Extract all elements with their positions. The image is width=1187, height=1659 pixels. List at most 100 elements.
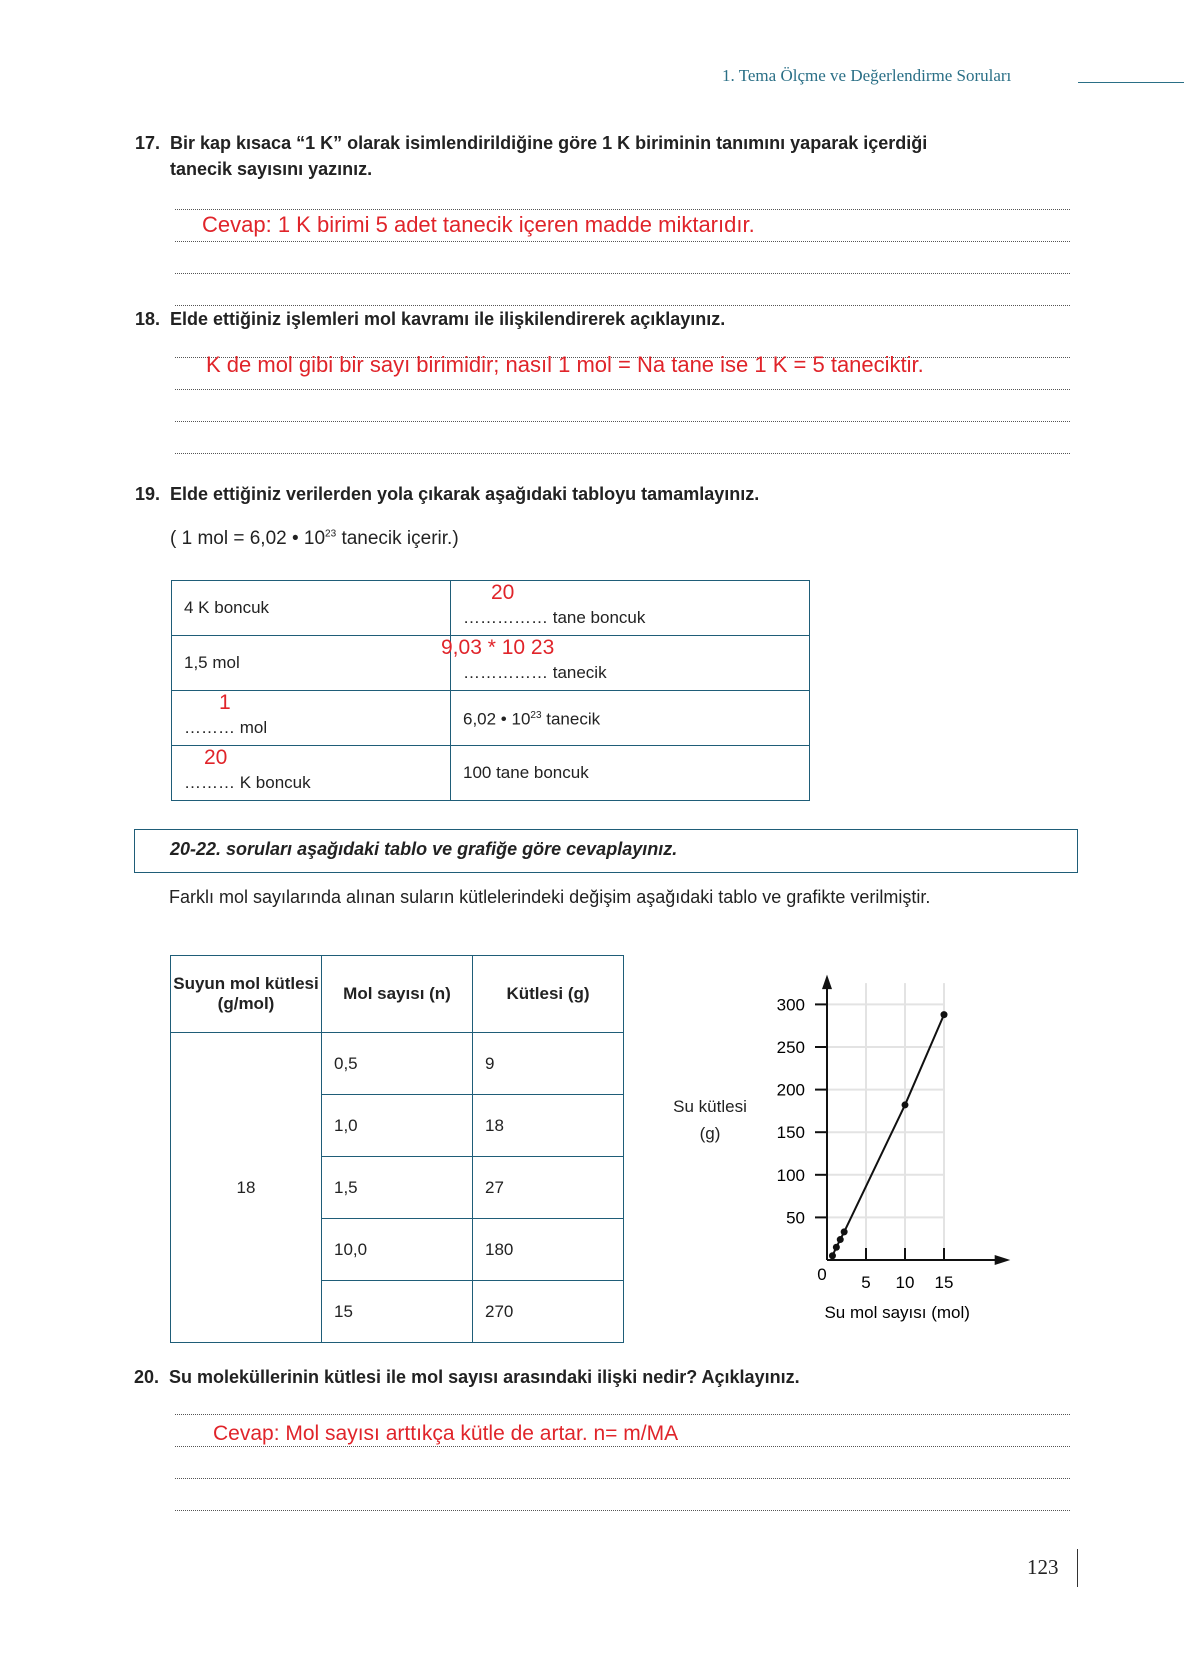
answer-line <box>175 389 1070 390</box>
note-exponent: 23 <box>325 528 337 540</box>
y-tick-label: 50 <box>786 1208 805 1227</box>
data-point <box>836 1236 844 1244</box>
q17-number: 17. <box>135 133 161 153</box>
data-point <box>840 1228 848 1236</box>
q19-table: 4 K boncuk 20 …………… tane boncuk 1,5 mol 9,0… <box>171 580 810 801</box>
table-cell: 10,0 <box>321 1218 473 1281</box>
handwritten-answer: 9,03 * 10 23 <box>441 636 555 659</box>
q17-answer: Cevap: 1 K birimi 5 adet tanecik içeren … <box>202 212 755 237</box>
table-row: 18 0,5 9 <box>170 1032 624 1343</box>
data-point <box>828 1252 836 1260</box>
table-cell: 100 tane boncuk <box>450 745 810 801</box>
cell-text: …………… tane boncuk <box>463 608 646 627</box>
exponent: 23 <box>530 710 542 722</box>
handwritten-answer: 20 <box>491 581 515 604</box>
page-number: 123 <box>1027 1555 1059 1579</box>
table-cell: 1,5 <box>321 1156 473 1219</box>
origin-label: 0 <box>817 1265 826 1284</box>
table-cell: 180 <box>472 1218 624 1281</box>
water-table: Suyun mol kütlesi (g/mol) Mol sayısı (n) K… <box>170 955 624 1343</box>
table-row: 10,0 180 <box>171 1218 624 1281</box>
x-axis-arrow <box>994 1255 1011 1265</box>
table-cell: 6,02 • 1023 tanecik <box>450 690 810 746</box>
series-line <box>831 1014 945 1257</box>
x-tick-label: 15 <box>935 1273 954 1292</box>
table-cell: 1,5 mol <box>171 635 451 691</box>
handwritten-answer: 1 <box>219 691 231 714</box>
table-cell: 27 <box>472 1156 624 1219</box>
q20-number: 20. <box>134 1367 160 1387</box>
table-cell: 20 ……… K boncuk <box>171 745 451 801</box>
answer-line <box>175 357 1070 358</box>
note-text: ( 1 mol = 6,02 • 10 <box>170 528 326 549</box>
section-title: 20-22. soruları aşağıdaki tablo ve grafi… <box>170 839 678 859</box>
header-mol: Mol sayısı (n) <box>321 955 473 1033</box>
x-tick-label: 5 <box>861 1273 870 1292</box>
page-number-rule <box>1077 1549 1078 1587</box>
y-tick-label: 250 <box>777 1038 805 1057</box>
y-tick-label: 100 <box>777 1166 805 1185</box>
answer-line <box>175 273 1070 274</box>
table-row: 1,5 27 <box>171 1156 624 1219</box>
table-cell: 1,0 <box>321 1094 473 1157</box>
y-tick-label: 150 <box>777 1123 805 1142</box>
q18-text: Elde ettiğiniz işlemleri mol kavramı ile… <box>170 309 726 329</box>
y-tick-label: 300 <box>777 995 805 1014</box>
table-row: 1,0 18 <box>171 1094 624 1157</box>
answer-line <box>175 209 1070 210</box>
table-row: 4 K boncuk 20 …………… tane boncuk <box>171 580 810 636</box>
q19-number: 19. <box>135 484 161 504</box>
chart-ylabel: Su kütlesi (g) <box>673 1097 747 1143</box>
header-title: 1. Tema Ölçme ve Değerlendirme Soruları <box>722 66 1012 85</box>
q20-text: Su moleküllerinin kütlesi ile mol sayısı… <box>169 1367 800 1387</box>
answer-line <box>175 421 1070 422</box>
table-header-row: Suyun mol kütlesi (g/mol) Mol sayısı (n) K… <box>170 955 624 1033</box>
x-axis-label: Su mol sayısı (mol) <box>824 1303 969 1322</box>
q18-answer: K de mol gibi bir sayı birimidir; nasıl … <box>206 352 924 377</box>
answer-line <box>175 305 1070 306</box>
data-point <box>940 1011 948 1019</box>
table-cell: 9,03 * 10 23 …………… tanecik <box>441 635 810 691</box>
q19-note: ( 1 mol = 6,02 • 1023 tanecik içerir.) <box>170 528 459 550</box>
cell-text: tanecik <box>541 709 601 729</box>
answer-line <box>175 241 1070 242</box>
cell-text: …………… tanecik <box>463 663 607 682</box>
data-point <box>901 1101 909 1109</box>
table-cell: 9 <box>472 1032 624 1095</box>
table-cell: 20 …………… tane boncuk <box>450 580 810 636</box>
table-row: 20 ……… K boncuk 100 tane boncuk <box>171 745 810 801</box>
answer-line <box>175 1446 1070 1447</box>
cell-text: ……… K boncuk <box>184 773 311 792</box>
y-tick-label: 200 <box>777 1081 805 1100</box>
data-point <box>832 1243 840 1251</box>
cell-text: 6,02 • 10 <box>463 709 531 729</box>
answer-line <box>175 1414 1070 1415</box>
answer-line <box>175 1510 1070 1511</box>
table-cell: 15 <box>321 1280 473 1343</box>
q17-text-2: tanecik sayısını yazınız. <box>170 159 373 179</box>
table-cell: 0,5 <box>321 1032 473 1095</box>
answer-line <box>175 1478 1070 1479</box>
table-cell: 270 <box>472 1280 624 1343</box>
header-mass: Kütlesi (g) <box>472 955 624 1033</box>
section-intro: Farklı mol sayılarında alınan suların kü… <box>169 887 931 907</box>
y-axis-arrow <box>822 974 832 990</box>
table-row: 1,5 mol 9,03 * 10 23 …………… tanecik <box>171 635 810 691</box>
x-tick-label: 10 <box>896 1273 915 1292</box>
molar-mass-cell: 18 <box>170 1032 322 1343</box>
table-cell: 4 K boncuk <box>171 580 451 636</box>
section-box <box>134 829 1078 873</box>
answer-line <box>175 453 1070 454</box>
q19-text: Elde ettiğiniz verilerden yola çıkarak a… <box>170 484 760 504</box>
q20-answer: Cevap: Mol sayısı arttıkça kütle de arta… <box>213 1422 679 1445</box>
q17-text-1: Bir kap kısaca “1 K” olarak isimlendiril… <box>170 133 928 153</box>
note-text: tanecik içerir.) <box>336 528 459 549</box>
cell-text: ……… mol <box>184 718 268 737</box>
header-molar-mass: Suyun mol kütlesi (g/mol) <box>170 955 322 1033</box>
table-row: 15 270 <box>171 1280 624 1343</box>
table-cell: 18 <box>472 1094 624 1157</box>
table-row: 1 ……… mol 6,02 • 1023 tanecik <box>171 690 810 746</box>
q18-number: 18. <box>135 309 161 329</box>
